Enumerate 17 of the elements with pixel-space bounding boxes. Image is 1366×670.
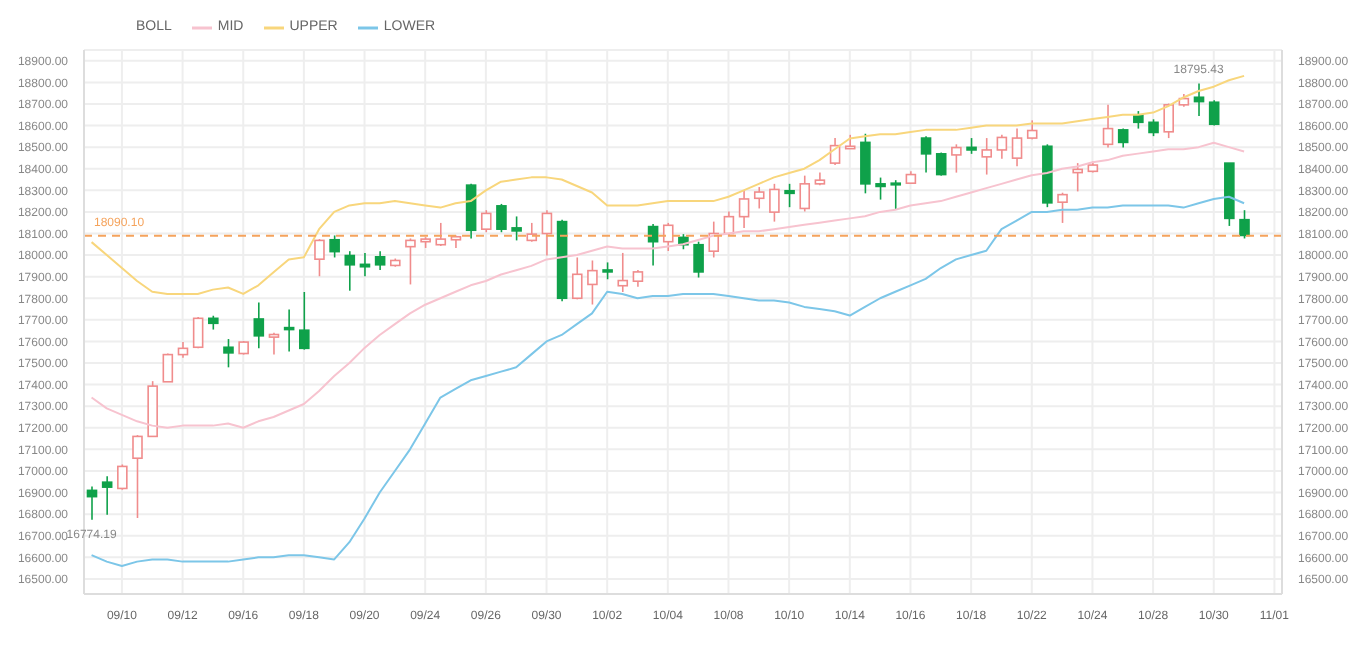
candlestick [1193, 82, 1205, 117]
line-series [90, 141, 1246, 429]
candlestick [981, 137, 993, 176]
candlestick [541, 209, 553, 257]
candlestick [753, 186, 765, 210]
line-series [90, 74, 1246, 295]
candlestick [617, 252, 629, 293]
candlestick [101, 475, 113, 516]
candlestick [344, 250, 356, 292]
candlestick [738, 189, 750, 229]
candlestick [1102, 104, 1114, 149]
candlestick [1011, 127, 1023, 168]
candlestick [526, 222, 538, 242]
candlestick [996, 134, 1008, 160]
candlestick [253, 301, 265, 350]
candlestick [359, 252, 371, 278]
candlestick [374, 250, 386, 271]
